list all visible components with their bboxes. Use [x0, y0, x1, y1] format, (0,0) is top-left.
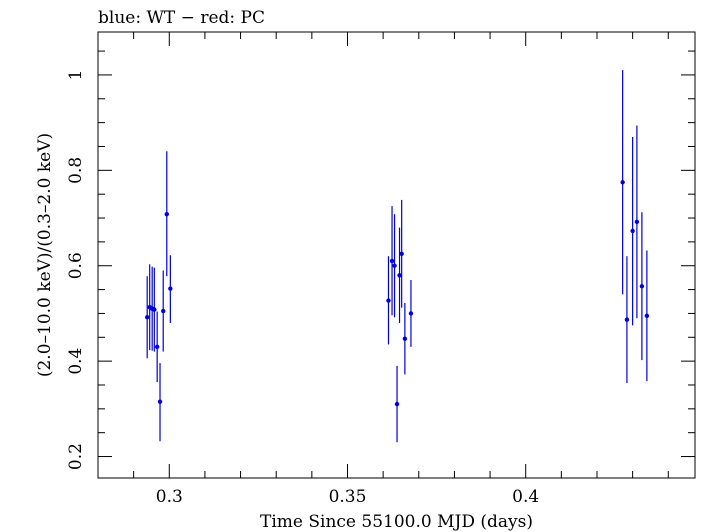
chart-title: blue: WT − red: PC: [98, 8, 265, 28]
data-point: [644, 313, 650, 319]
data-point: [399, 251, 404, 257]
data-point: [144, 315, 150, 320]
data-points: [144, 70, 650, 443]
data-point: [634, 219, 640, 225]
y-tick-label: 1: [66, 70, 86, 81]
y-axis-label: (2.0–10.0 keV)/(0.3–2.0 keV): [35, 133, 55, 377]
y-tick-label: 0.6: [66, 252, 86, 279]
data-point: [389, 258, 395, 264]
x-tick-label: 0.3: [156, 487, 183, 507]
data-point: [157, 399, 163, 404]
data-point: [402, 336, 408, 341]
data-point: [620, 180, 625, 185]
x-axis: 0.3 0.35 0.4: [133, 32, 669, 507]
y-axis: 0.2 0.4 0.6 0.8 1: [66, 50, 695, 470]
data-point: [164, 212, 169, 217]
data-point: [639, 284, 645, 289]
data-point: [152, 307, 157, 312]
data-point: [408, 311, 414, 316]
data-point: [154, 344, 160, 350]
x-tick-label: 0.35: [329, 487, 367, 507]
x-axis-label: Time Since 55100.0 MJD (days): [260, 512, 533, 532]
data-point: [161, 308, 166, 314]
y-tick-label: 0.8: [66, 157, 86, 184]
data-point: [168, 286, 173, 291]
data-point: [397, 273, 402, 278]
y-tick-label: 0.2: [66, 443, 86, 470]
data-point: [624, 317, 630, 322]
data-point: [392, 263, 397, 268]
y-tick-label: 0.4: [66, 348, 86, 375]
data-point: [394, 401, 400, 407]
data-point: [630, 228, 635, 234]
data-point: [386, 298, 391, 303]
x-tick-label: 0.4: [512, 487, 539, 507]
plot-frame: [97, 31, 696, 479]
